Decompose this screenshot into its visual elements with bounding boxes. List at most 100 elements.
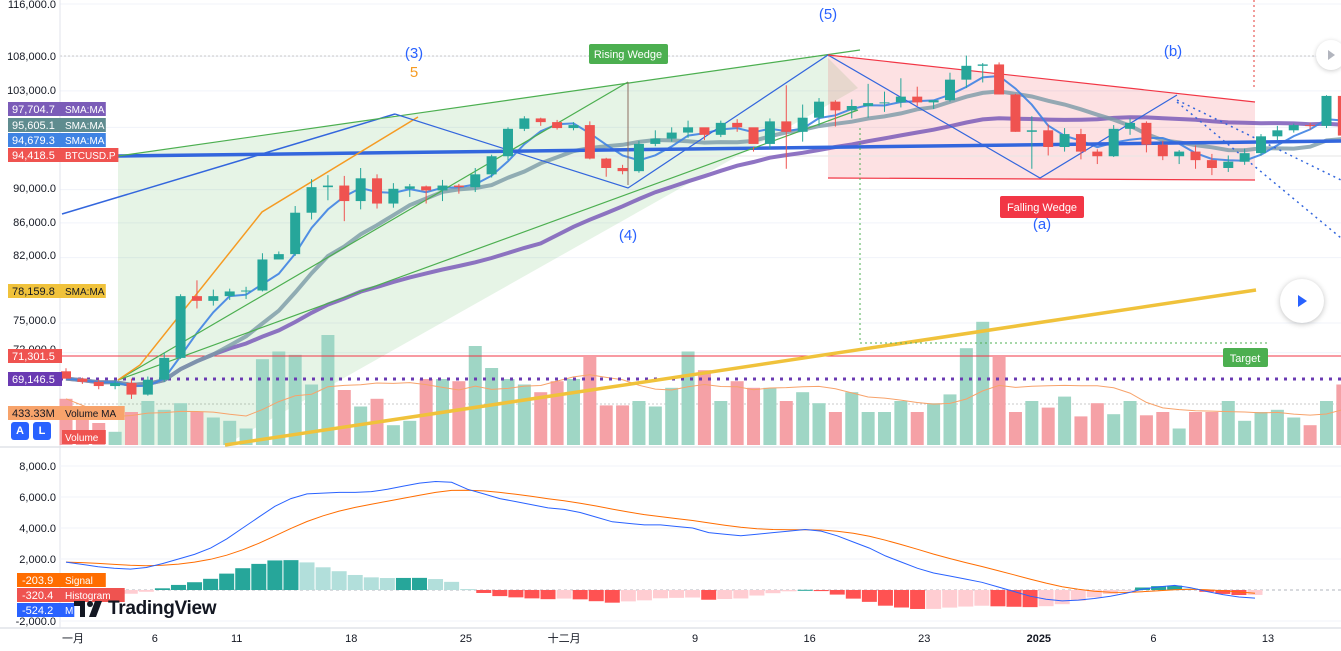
volume-bar (1205, 412, 1218, 445)
candle-body (798, 118, 808, 132)
volume-bar (338, 390, 351, 445)
volume-bar (1074, 416, 1087, 445)
macd-histogram-bar (524, 590, 539, 598)
macd-histogram-bar (1023, 590, 1038, 607)
candle-body (176, 296, 186, 358)
candle-body (503, 129, 513, 156)
macd-label-tag: M (65, 606, 73, 617)
scroll-forward-button-top[interactable] (1316, 40, 1341, 70)
volume-bar (1287, 418, 1300, 446)
macd-histogram-bar (701, 590, 716, 600)
volume-bar (469, 346, 482, 445)
volume-bar (763, 388, 776, 445)
macd-histogram-bar (492, 590, 507, 596)
volume-bar (813, 403, 826, 445)
candle-body (585, 125, 595, 158)
candle-body (601, 159, 611, 168)
macd-histogram-bar (942, 590, 957, 608)
candle-body (1092, 152, 1102, 157)
macd-histogram-bar (171, 585, 186, 590)
volume-bar (1091, 403, 1104, 445)
candle-body (323, 186, 333, 188)
macd-histogram-bar (460, 589, 475, 590)
volume-bar (141, 401, 154, 445)
candle-body (421, 186, 431, 190)
macd-histogram-bar (155, 588, 170, 590)
candle-body (192, 296, 202, 301)
macd-histogram-bar (782, 590, 797, 591)
price-label-tag: SMA:MA (65, 105, 105, 116)
macd-histogram-bar (396, 578, 411, 590)
macd-histogram-bar (332, 571, 347, 590)
volume-bar (1238, 421, 1251, 445)
candle-body (208, 296, 218, 301)
price-axis-tick: 116,000.0 (8, 0, 56, 11)
macd-axis-tick: 6,000.0 (19, 492, 56, 504)
volume-bar (1042, 408, 1055, 445)
macd-histogram-bar (1055, 590, 1070, 604)
volume-bar (731, 381, 744, 445)
candle-body (519, 118, 529, 128)
volume-bar (387, 425, 400, 445)
volume-bar (1255, 412, 1268, 445)
volume-bar (649, 407, 662, 446)
candle-body (683, 127, 693, 132)
macd-label-tag: Signal (65, 576, 93, 587)
volume-bar (567, 379, 580, 445)
macd-histogram-bar (508, 590, 523, 597)
macd-histogram-bar (862, 590, 877, 602)
price-axis-tick: 90,000.0 (13, 183, 56, 195)
log-scale-button[interactable]: L (33, 422, 51, 440)
volume-bar (1107, 414, 1120, 445)
candle-body (388, 189, 398, 204)
candle-body (1043, 130, 1053, 147)
candle-body (961, 66, 971, 80)
brand-name: TradingView (108, 598, 216, 620)
scroll-to-realtime-button[interactable] (1280, 279, 1324, 323)
volume-bar (1304, 425, 1317, 445)
volume-bar (1336, 385, 1341, 446)
price-label-value: 71,301.5 (12, 351, 55, 363)
volume-bar (796, 392, 809, 445)
volume-bar (665, 388, 678, 445)
time-axis-tick: 23 (918, 633, 930, 645)
macd-label-value: -203.9 (22, 575, 53, 587)
candle-body (1289, 125, 1299, 130)
macd-histogram-bar (926, 590, 941, 609)
price-label-value: 69,146.5 (12, 374, 55, 386)
play-icon (1294, 293, 1310, 309)
candle-body (126, 383, 136, 395)
candle-body (814, 102, 824, 118)
candle-body (225, 291, 235, 296)
price-label-tag: Volume MA (65, 409, 116, 420)
volume-bar (862, 412, 875, 445)
candle-body (634, 144, 644, 171)
macd-pane (59, 466, 1341, 621)
price-label-tag: SMA:MA (65, 136, 105, 147)
candle-body (978, 64, 988, 65)
volume-bar (256, 359, 269, 445)
time-axis-tick: 6 (1150, 633, 1156, 645)
volume-bar (1222, 401, 1235, 445)
tradingview-logo[interactable]: TradingView (74, 598, 216, 620)
macd-histogram-bar (187, 582, 202, 590)
macd-axis-tick: 8,000.0 (19, 461, 56, 473)
macd-axis-tick: 2,000.0 (19, 554, 56, 566)
time-axis-tick: 十二月 (548, 631, 581, 645)
candle-body (1240, 153, 1250, 162)
macd-histogram-bar (123, 590, 138, 594)
macd-histogram-bar (1119, 590, 1134, 591)
time-axis-tick: 6 (152, 633, 158, 645)
price-axis-tick: 86,000.0 (13, 217, 56, 229)
macd-axis-tick: 4,000.0 (19, 523, 56, 535)
time-axis-tick: 18 (345, 633, 357, 645)
wave-label-a: (a) (1033, 216, 1051, 233)
macd-histogram-bar (557, 590, 572, 599)
price-label-tag: SMA:MA (65, 121, 105, 132)
candle-body (1125, 123, 1135, 129)
auto-scale-button[interactable]: A (11, 422, 29, 440)
